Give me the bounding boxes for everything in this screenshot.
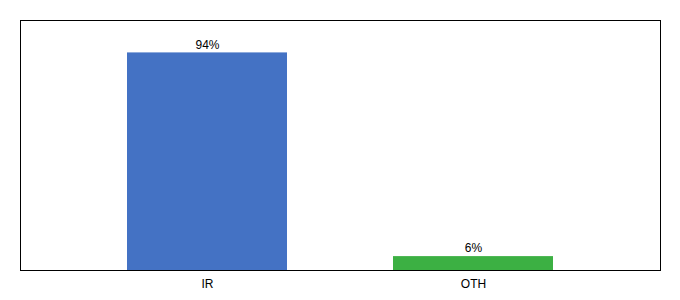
svg-text:OTH: OTH <box>461 277 486 291</box>
svg-text:94%: 94% <box>195 38 219 52</box>
svg-text:IR: IR <box>202 277 214 291</box>
svg-text:6%: 6% <box>465 241 483 255</box>
